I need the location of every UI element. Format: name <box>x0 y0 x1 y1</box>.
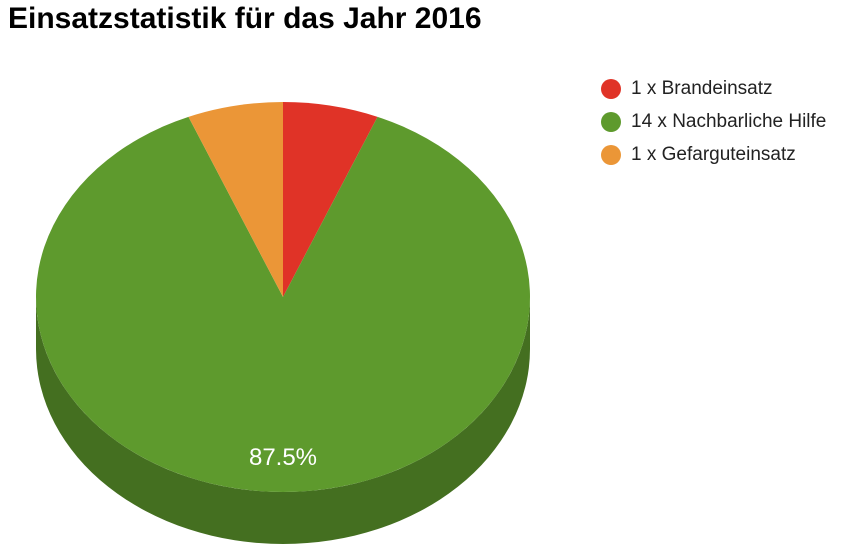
legend-swatch-icon <box>601 79 621 99</box>
pie-slice-2[interactable] <box>188 102 283 297</box>
chart-legend: 1 x Brandeinsatz 14 x Nachbarliche Hilfe 1… <box>601 77 826 176</box>
pie-slice-0[interactable] <box>283 102 378 297</box>
legend-item-0[interactable]: 1 x Brandeinsatz <box>601 77 826 101</box>
legend-swatch-icon <box>601 145 621 165</box>
legend-label: 1 x Brandeinsatz <box>631 78 773 99</box>
pie-data-label-0: 87.5% <box>249 444 317 471</box>
pie-labels-layer: 87.5% <box>249 444 317 471</box>
pie-slice-side-1 <box>36 297 530 544</box>
legend-item-1[interactable]: 14 x Nachbarliche Hilfe <box>601 110 826 134</box>
legend-item-2[interactable]: 1 x Gefarguteinsatz <box>601 143 826 167</box>
chart-title: Einsatzstatistik für das Jahr 2016 <box>8 2 482 35</box>
legend-swatch-icon <box>601 112 621 132</box>
pie-depth-layer <box>36 297 530 544</box>
pie-slice-1[interactable] <box>35 116 530 493</box>
legend-label: 14 x Nachbarliche Hilfe <box>631 111 827 132</box>
legend-label: 1 x Gefarguteinsatz <box>631 144 796 165</box>
pie-slices-layer <box>35 102 530 493</box>
